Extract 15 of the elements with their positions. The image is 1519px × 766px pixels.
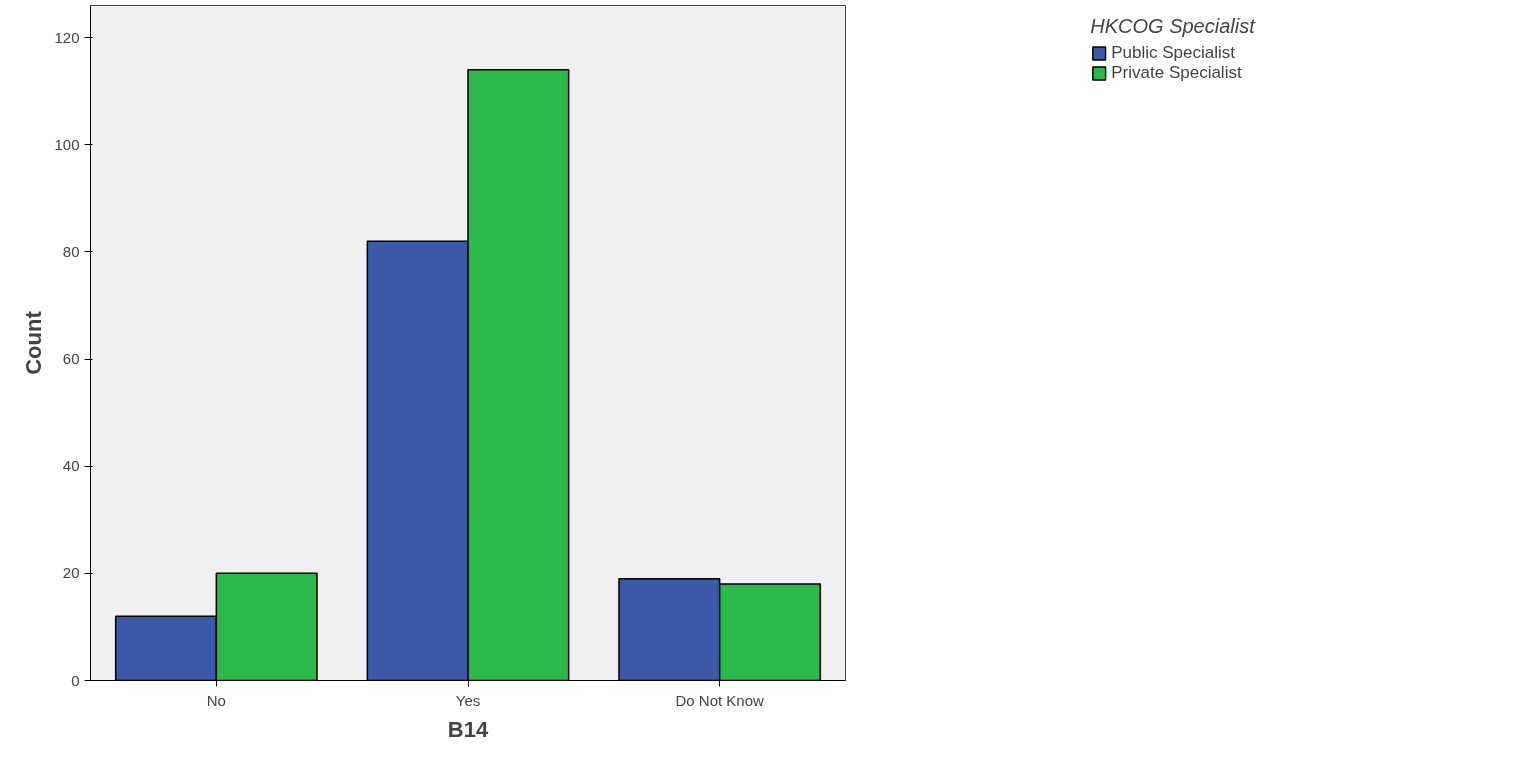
y-tick-label: 0: [71, 671, 80, 689]
x-tick-label: No: [206, 691, 226, 709]
legend-title: HKCOG Specialist: [1090, 15, 1255, 38]
legend-label: Public Specialist: [1111, 43, 1236, 63]
y-axis-title: Count: [21, 310, 47, 375]
y-tick-label: 40: [62, 457, 80, 475]
legend-label: Private Specialist: [1111, 63, 1242, 83]
x-axis-title: B14: [447, 716, 489, 742]
y-tick-label: 20: [62, 564, 80, 582]
x-tick-label: Yes: [455, 691, 481, 709]
y-tick-label: 80: [62, 242, 80, 260]
y-tick-label: 60: [62, 350, 80, 368]
y-tick-label: 120: [54, 28, 80, 46]
y-tick-label: 100: [54, 135, 80, 153]
x-tick-label: Do Not Know: [675, 691, 765, 709]
